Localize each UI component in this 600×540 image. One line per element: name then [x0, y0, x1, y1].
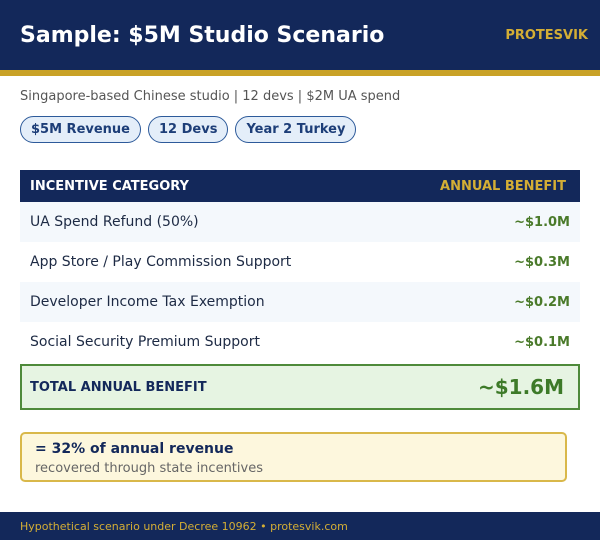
benefit: ~$0.1M — [514, 334, 570, 350]
table-row: UA Spend Refund (50%) ~$1.0M — [20, 202, 580, 242]
subtitle: Singapore-based Chinese studio | 12 devs… — [20, 89, 401, 104]
tags: $5M Revenue 12 Devs Year 2 Turkey — [20, 116, 357, 143]
total-row: TOTAL ANNUAL BENEFIT ~$1.6M — [20, 364, 580, 410]
footer: Hypothetical scenario under Decree 10962… — [0, 512, 600, 540]
title: Sample: $5M Studio Scenario — [20, 22, 385, 48]
header: Sample: $5M Studio Scenario PROTESVIK — [0, 0, 600, 76]
benefit: ~$0.2M — [514, 294, 570, 310]
column-header: INCENTIVE CATEGORY — [30, 178, 189, 194]
total-label: TOTAL ANNUAL BENEFIT — [30, 379, 207, 395]
table-header: INCENTIVE CATEGORY ANNUAL BENEFIT — [20, 170, 580, 202]
category: App Store / Play Commission Support — [30, 254, 292, 270]
benefit: ~$0.3M — [514, 254, 570, 270]
category: Developer Income Tax Exemption — [30, 294, 265, 310]
tag: 12 Devs — [148, 116, 229, 143]
note-headline: = 32% of annual revenue — [35, 441, 234, 457]
benefit: ~$1.0M — [514, 214, 570, 230]
brand: PROTESVIK — [505, 27, 588, 43]
category: UA Spend Refund (50%) — [30, 214, 199, 230]
table-row: App Store / Play Commission Support ~$0.3… — [20, 242, 580, 282]
note-text: recovered through state incentives — [35, 461, 263, 476]
table: INCENTIVE CATEGORY ANNUAL BENEFIT UA Spe… — [20, 170, 580, 410]
tag: Year 2 Turkey — [235, 116, 357, 143]
note: = 32% of annual revenue recovered throug… — [20, 432, 567, 482]
table-row: Developer Income Tax Exemption ~$0.2M — [20, 282, 580, 322]
total-value: ~$1.6M — [477, 375, 564, 399]
table-row: Social Security Premium Support ~$0.1M — [20, 322, 580, 362]
category: Social Security Premium Support — [30, 334, 260, 350]
tag: $5M Revenue — [20, 116, 141, 143]
column-header: ANNUAL BENEFIT — [440, 178, 566, 194]
rows: UA Spend Refund (50%) ~$1.0M App Store / P… — [20, 202, 580, 362]
